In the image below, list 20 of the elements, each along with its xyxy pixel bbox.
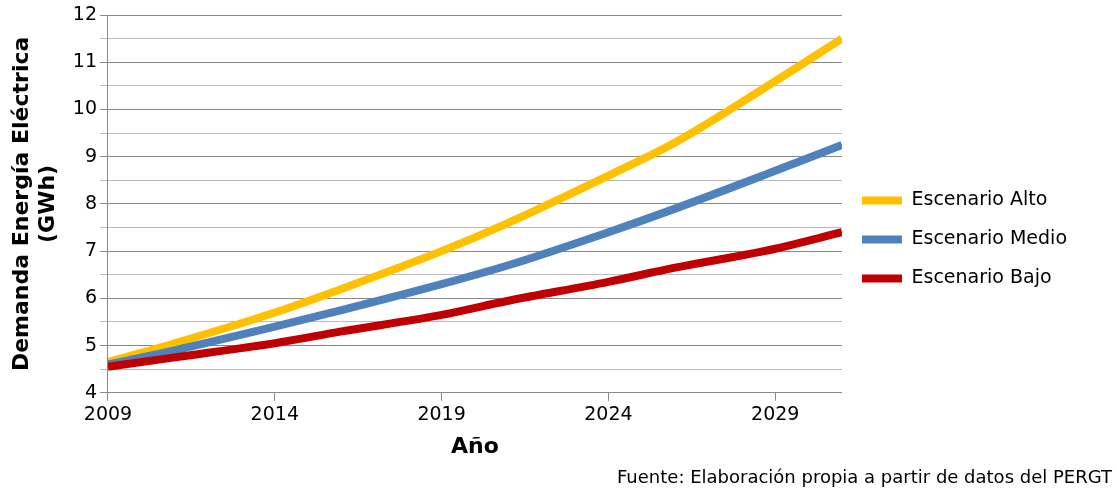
x-tick-label: 2029 bbox=[751, 402, 800, 425]
y-tick-label: 12 bbox=[72, 1, 97, 24]
x-tick-label: 2019 bbox=[417, 402, 466, 425]
legend-label: Escenario Bajo bbox=[911, 265, 1052, 288]
x-tick-label: 2024 bbox=[584, 402, 633, 425]
y-tick-label: 6 bbox=[84, 285, 97, 308]
legend-label: Escenario Medio bbox=[911, 226, 1068, 249]
legend-label: Escenario Alto bbox=[911, 187, 1048, 210]
x-axis-title: Año bbox=[451, 432, 499, 458]
y-tick-label: 8 bbox=[84, 190, 97, 213]
x-tick-label: 2009 bbox=[83, 402, 133, 425]
y-tick-label: 4 bbox=[84, 379, 97, 402]
y-tick-label: 10 bbox=[72, 96, 97, 119]
y-tick-label: 9 bbox=[84, 143, 97, 166]
y-axis-title: Demanda Energía Eléctrica (GWh) bbox=[7, 36, 60, 372]
y-tick-label: 11 bbox=[72, 49, 97, 72]
x-tick-label: 2014 bbox=[250, 402, 299, 425]
y-tick-label: 5 bbox=[84, 332, 97, 355]
y-tick-label: 7 bbox=[84, 238, 97, 261]
source-note: Fuente: Elaboración propia a partir de datos del PERGT bbox=[616, 465, 1113, 487]
